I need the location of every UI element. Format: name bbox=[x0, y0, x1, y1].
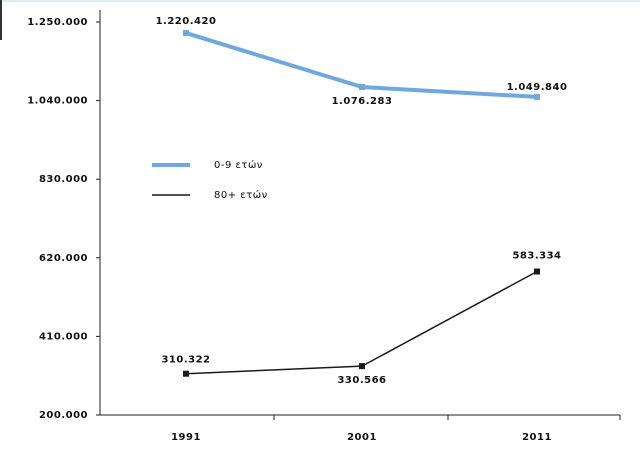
data-label: 1.049.840 bbox=[507, 82, 568, 93]
data-label: 583.334 bbox=[512, 251, 561, 262]
series-line bbox=[185, 270, 538, 375]
x-tick-label: 2011 bbox=[522, 432, 552, 443]
y-tick-label: 830.000 bbox=[39, 174, 88, 185]
legend-label: 0-9 ετών bbox=[214, 159, 263, 171]
data-label: 1.076.283 bbox=[332, 96, 393, 107]
point-marker bbox=[183, 370, 189, 377]
point-marker bbox=[183, 30, 189, 37]
y-tick-label: 200.000 bbox=[39, 410, 88, 421]
data-label: 310.322 bbox=[161, 355, 210, 366]
y-tick-label: 620.000 bbox=[39, 253, 88, 264]
x-tick-label: 2001 bbox=[347, 432, 377, 443]
y-tick-label: 410.000 bbox=[39, 331, 88, 342]
y-tick-label: 1.250.000 bbox=[27, 17, 88, 28]
point-marker bbox=[534, 93, 540, 100]
y-tick-label: 1.040.000 bbox=[27, 96, 88, 107]
legend-label: 80+ ετών bbox=[214, 189, 268, 201]
data-label: 330.566 bbox=[337, 375, 386, 386]
x-tick-label: 1991 bbox=[171, 432, 201, 443]
point-marker bbox=[359, 363, 365, 370]
point-marker bbox=[359, 84, 365, 91]
point-marker bbox=[534, 268, 540, 275]
data-label: 1.220.420 bbox=[156, 16, 217, 27]
